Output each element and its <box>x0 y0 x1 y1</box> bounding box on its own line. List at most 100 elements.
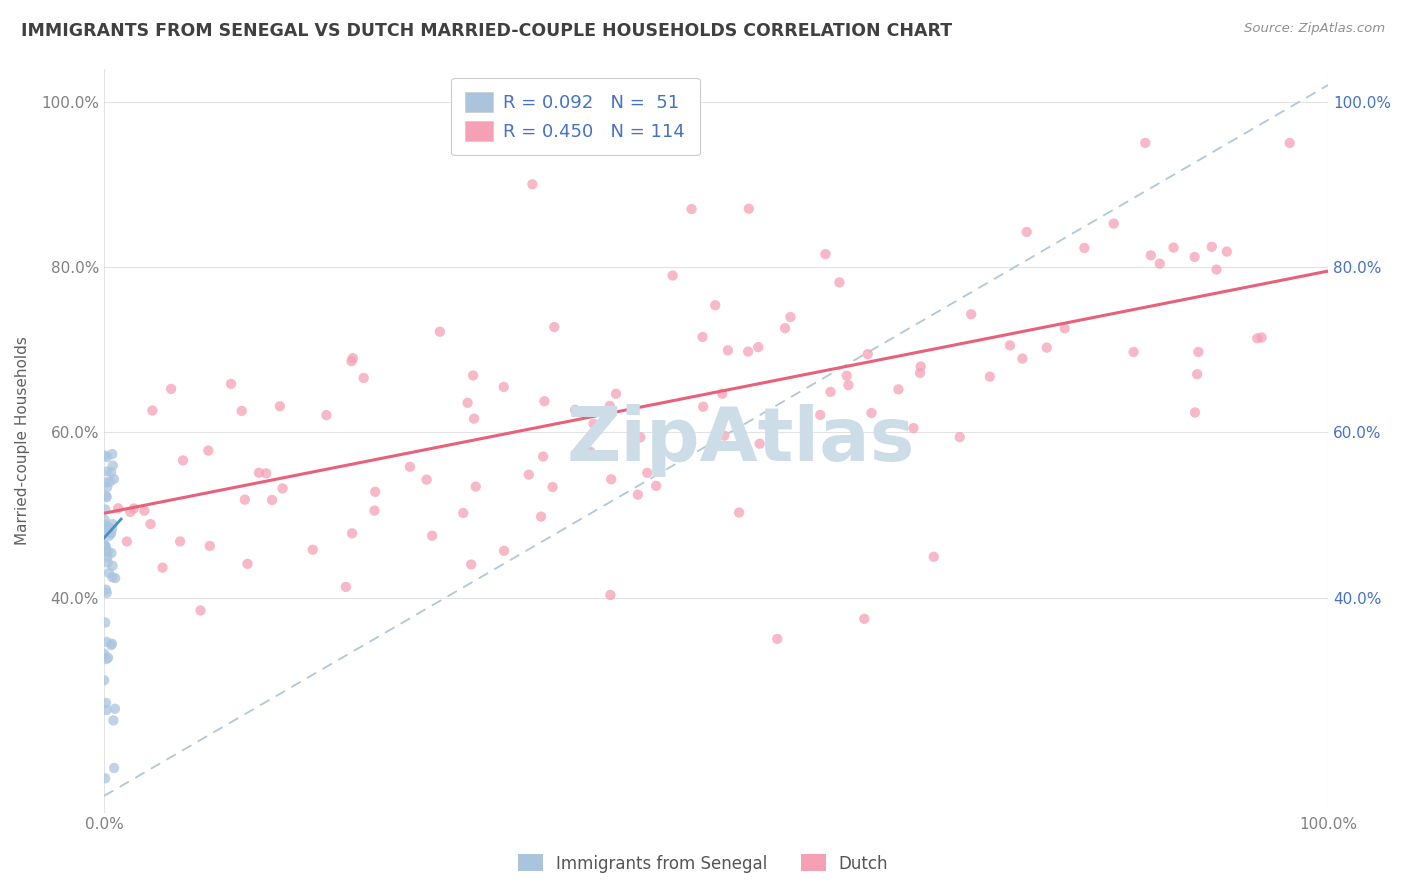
Point <box>492 544 515 558</box>
Point <box>820 384 842 399</box>
Point <box>120 505 142 519</box>
Point <box>100 546 122 560</box>
Point <box>922 549 945 564</box>
Point <box>101 516 124 531</box>
Point <box>531 450 554 464</box>
Point <box>101 447 124 461</box>
Point <box>96 480 118 494</box>
Point <box>998 338 1021 352</box>
Point <box>1135 136 1157 150</box>
Point <box>197 443 219 458</box>
Point <box>420 529 443 543</box>
Legend: Immigrants from Senegal, Dutch: Immigrants from Senegal, Dutch <box>510 847 896 880</box>
Point <box>645 479 668 493</box>
Point <box>96 524 118 538</box>
Point <box>94 696 117 710</box>
Point <box>100 638 122 652</box>
Point <box>364 484 387 499</box>
Point <box>93 544 115 558</box>
Point <box>949 430 972 444</box>
Point <box>711 386 734 401</box>
Point <box>1187 345 1209 359</box>
Point <box>247 466 270 480</box>
Point <box>1102 217 1125 231</box>
Point <box>103 472 125 486</box>
Point <box>93 513 115 527</box>
Point <box>1184 405 1206 419</box>
Point <box>94 518 117 533</box>
Point <box>1053 321 1076 335</box>
Point <box>97 556 120 570</box>
Point <box>93 449 115 463</box>
Point <box>122 501 145 516</box>
Point <box>1140 248 1163 262</box>
Point <box>103 714 125 728</box>
Point <box>94 489 117 503</box>
Point <box>93 673 115 688</box>
Point <box>254 467 277 481</box>
Y-axis label: Married-couple Households: Married-couple Households <box>15 336 30 545</box>
Point <box>342 351 364 365</box>
Point <box>97 650 120 665</box>
Point <box>100 526 122 541</box>
Point <box>1201 240 1223 254</box>
Point <box>463 411 485 425</box>
Point <box>190 603 212 617</box>
Point <box>704 298 727 312</box>
Point <box>1246 331 1268 345</box>
Point <box>543 320 565 334</box>
Point <box>835 368 858 383</box>
Point <box>301 542 323 557</box>
Text: ZipAtlas: ZipAtlas <box>567 404 915 477</box>
Point <box>860 406 883 420</box>
Point <box>1184 250 1206 264</box>
Point <box>94 538 117 552</box>
Point <box>94 502 117 516</box>
Text: Source: ZipAtlas.com: Source: ZipAtlas.com <box>1244 22 1385 36</box>
Point <box>98 475 121 489</box>
Point <box>96 450 118 464</box>
Point <box>1073 241 1095 255</box>
Point <box>814 247 837 261</box>
Point <box>94 582 117 597</box>
Point <box>103 761 125 775</box>
Point <box>1250 330 1272 344</box>
Point <box>96 703 118 717</box>
Point <box>599 588 621 602</box>
Point <box>340 526 363 541</box>
Point <box>853 612 876 626</box>
Point <box>271 482 294 496</box>
Point <box>219 376 242 391</box>
Point <box>773 321 796 335</box>
Point <box>600 472 623 486</box>
Point <box>1015 225 1038 239</box>
Point <box>713 428 735 442</box>
Point <box>353 371 375 385</box>
Point <box>100 466 122 480</box>
Point <box>530 509 553 524</box>
Point <box>1149 257 1171 271</box>
Point <box>728 506 751 520</box>
Point <box>579 444 602 458</box>
Point <box>1122 345 1144 359</box>
Point <box>96 464 118 478</box>
Point <box>98 529 121 543</box>
Point <box>134 503 156 517</box>
Point <box>692 400 714 414</box>
Point <box>97 544 120 558</box>
Point <box>599 399 621 413</box>
Point <box>541 480 564 494</box>
Point <box>533 394 555 409</box>
Point <box>564 402 586 417</box>
Point <box>748 436 770 450</box>
Point <box>451 506 474 520</box>
Point <box>96 652 118 666</box>
Point <box>107 501 129 516</box>
Point <box>461 368 484 383</box>
Point <box>233 492 256 507</box>
Point <box>93 538 115 552</box>
Point <box>198 539 221 553</box>
Point <box>152 560 174 574</box>
Point <box>828 276 851 290</box>
Point <box>236 557 259 571</box>
